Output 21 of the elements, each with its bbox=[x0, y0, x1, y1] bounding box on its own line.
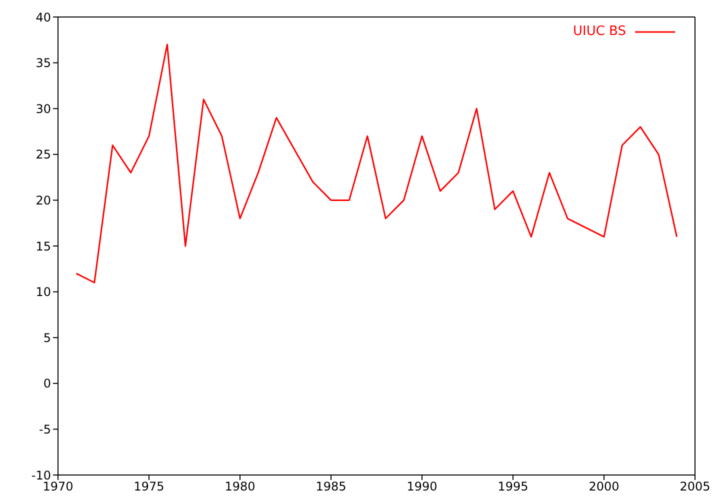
y-tick-label: 35 bbox=[36, 56, 51, 70]
y-tick-label: 30 bbox=[36, 102, 51, 116]
y-tick-label: -5 bbox=[39, 422, 51, 436]
legend-label: UIUC BS bbox=[572, 24, 626, 39]
y-tick-label: 0 bbox=[43, 376, 51, 391]
x-tick-label: 1970 bbox=[42, 480, 74, 494]
y-tick-label: 20 bbox=[36, 193, 51, 208]
x-tick-label: 1980 bbox=[224, 480, 256, 494]
y-tick-label: 15 bbox=[36, 239, 51, 254]
x-tick-label: 1995 bbox=[498, 480, 528, 494]
y-tick-label: 25 bbox=[36, 148, 51, 162]
y-tick-label: -10 bbox=[31, 468, 51, 482]
x-tick-label: 1985 bbox=[316, 480, 346, 494]
x-tick-label: 2000 bbox=[588, 480, 620, 494]
y-tick-label: 5 bbox=[43, 330, 51, 345]
y-tick-label: 10 bbox=[36, 285, 51, 300]
x-tick-label: 1990 bbox=[406, 480, 438, 494]
x-tick-label: 2005 bbox=[680, 480, 710, 494]
x-tick-label: 1975 bbox=[134, 480, 164, 494]
y-tick-label: 40 bbox=[36, 10, 51, 24]
line-series bbox=[75, 44, 678, 284]
